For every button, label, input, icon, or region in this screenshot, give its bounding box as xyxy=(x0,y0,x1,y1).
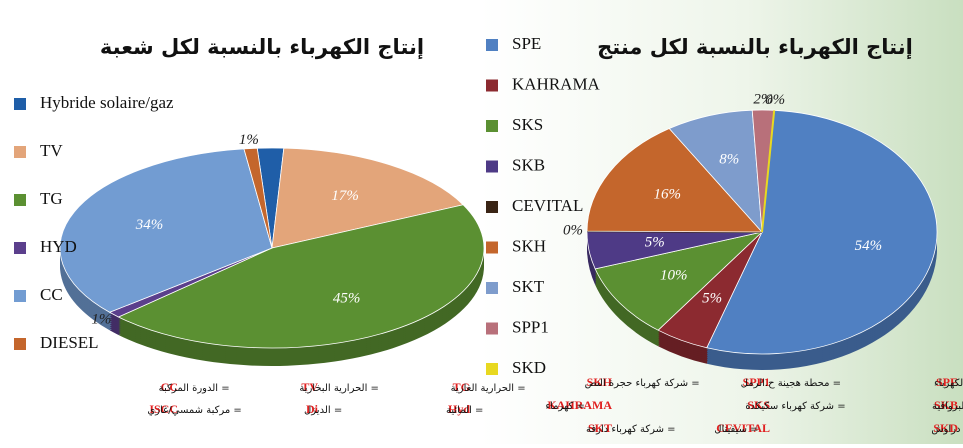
data-label: 16% xyxy=(654,187,682,203)
pie-slice xyxy=(243,147,273,249)
note-key: CEVITAL xyxy=(716,421,770,435)
note-key: Hyd xyxy=(448,402,470,416)
legend-label: TG xyxy=(40,189,63,208)
note-key: TG xyxy=(453,380,470,394)
data-label: 17% xyxy=(331,188,359,204)
data-label: 1% xyxy=(91,311,111,327)
legend-label: SKD xyxy=(512,358,546,377)
note-key: SPP1 xyxy=(743,375,770,389)
legend-label: SKH xyxy=(512,236,546,255)
legend-swatch xyxy=(14,146,26,158)
legend-swatch xyxy=(486,160,498,173)
data-label: 10% xyxy=(660,267,688,283)
legend-swatch xyxy=(14,242,26,254)
legend-swatch xyxy=(486,322,498,335)
pie-slice xyxy=(117,204,485,349)
pie-slice xyxy=(706,109,938,355)
legend-label: KAHRAMA xyxy=(512,74,601,93)
legend-label: Hybride solaire/gaz xyxy=(40,93,174,112)
legend-label: CC xyxy=(40,285,63,304)
legend-label: CEVITAL xyxy=(512,196,583,215)
data-label: 54% xyxy=(855,238,883,254)
legend-swatch xyxy=(14,290,26,302)
note-key: Di xyxy=(306,402,319,416)
note-key: SKH xyxy=(587,375,613,389)
legend-label: SPP1 xyxy=(512,317,549,336)
note-text: = الديزل xyxy=(304,405,342,416)
note-text: = الحرارية الغازية xyxy=(451,383,526,394)
note-text: = المائية xyxy=(446,405,483,416)
data-label: 34% xyxy=(135,217,164,233)
note-text: = الدورة المركبة xyxy=(159,383,230,394)
data-label: 0% xyxy=(765,92,785,108)
pie-slice xyxy=(761,110,776,233)
pie-slice xyxy=(271,147,464,249)
data-label: 8% xyxy=(719,151,739,167)
legend-label: HYD xyxy=(40,237,77,256)
legend-swatch xyxy=(486,363,498,375)
data-label: 45% xyxy=(333,290,361,306)
pie-slice xyxy=(59,148,273,313)
note-text: = شركة كهرباء سكيكدة xyxy=(745,401,845,412)
legend-swatch xyxy=(14,338,26,350)
data-label: 5% xyxy=(702,291,722,307)
note-text: = شركة كهرباء حجرة النص xyxy=(585,378,700,389)
chart-title: إنتاج الكهرباء بالنسبة لكل منتج xyxy=(597,35,913,60)
note-key: SPE xyxy=(936,375,958,389)
note-key: KAHRAMA xyxy=(547,398,612,412)
legend-swatch xyxy=(486,201,498,213)
note-key: SKD xyxy=(933,421,958,435)
legend-swatch xyxy=(486,282,498,294)
legend-swatch xyxy=(14,98,26,110)
legend-swatch xyxy=(14,194,26,206)
data-label: 2% xyxy=(753,92,773,108)
note-key: SKT xyxy=(588,421,612,435)
note-text: = محطة هجينة ح.الرمل xyxy=(741,378,841,389)
legend-swatch xyxy=(486,79,498,92)
note-text: = شركة كهرباء البرواقية xyxy=(932,401,963,412)
note-text: = كهرماء xyxy=(545,401,585,412)
note-key: ISCC xyxy=(149,402,178,416)
note-text: = شركة كهرباء دارفة xyxy=(586,424,676,435)
legend-label: SPE xyxy=(512,34,541,53)
note-key: CC xyxy=(161,380,178,394)
legend-label: TV xyxy=(40,141,63,160)
note-key: SKS xyxy=(747,398,770,412)
legend-label: SKB xyxy=(512,155,545,174)
data-label: 0% xyxy=(563,223,583,239)
legend-swatch xyxy=(486,39,498,51)
note-text: = الشركة الجزائرية لانتاج الكهرباء xyxy=(934,378,963,389)
legend-swatch xyxy=(486,241,498,254)
legend-swatch xyxy=(486,120,498,132)
note-text: = شركة كهرباء ى دراوش xyxy=(931,424,963,435)
legend-label: SKS xyxy=(512,115,543,134)
note-key: TV xyxy=(301,380,318,394)
pie-slice xyxy=(586,128,763,233)
chart-title: إنتاج الكهرباء بالنسبة لكل شعبة xyxy=(100,35,424,60)
note-text: = الحرارية البخارية xyxy=(299,383,379,394)
pie-slice xyxy=(594,231,764,331)
note-text: = مركبة شمسي/غازي xyxy=(147,405,241,416)
data-label: 1% xyxy=(239,132,259,148)
legend-label: DIESEL xyxy=(40,333,99,352)
note-text: = سيفيتال xyxy=(714,424,758,435)
data-label: 5% xyxy=(645,235,665,251)
legend-label: SKT xyxy=(512,277,545,296)
data-label: 2% xyxy=(260,131,280,147)
note-key: SKB xyxy=(934,398,958,412)
